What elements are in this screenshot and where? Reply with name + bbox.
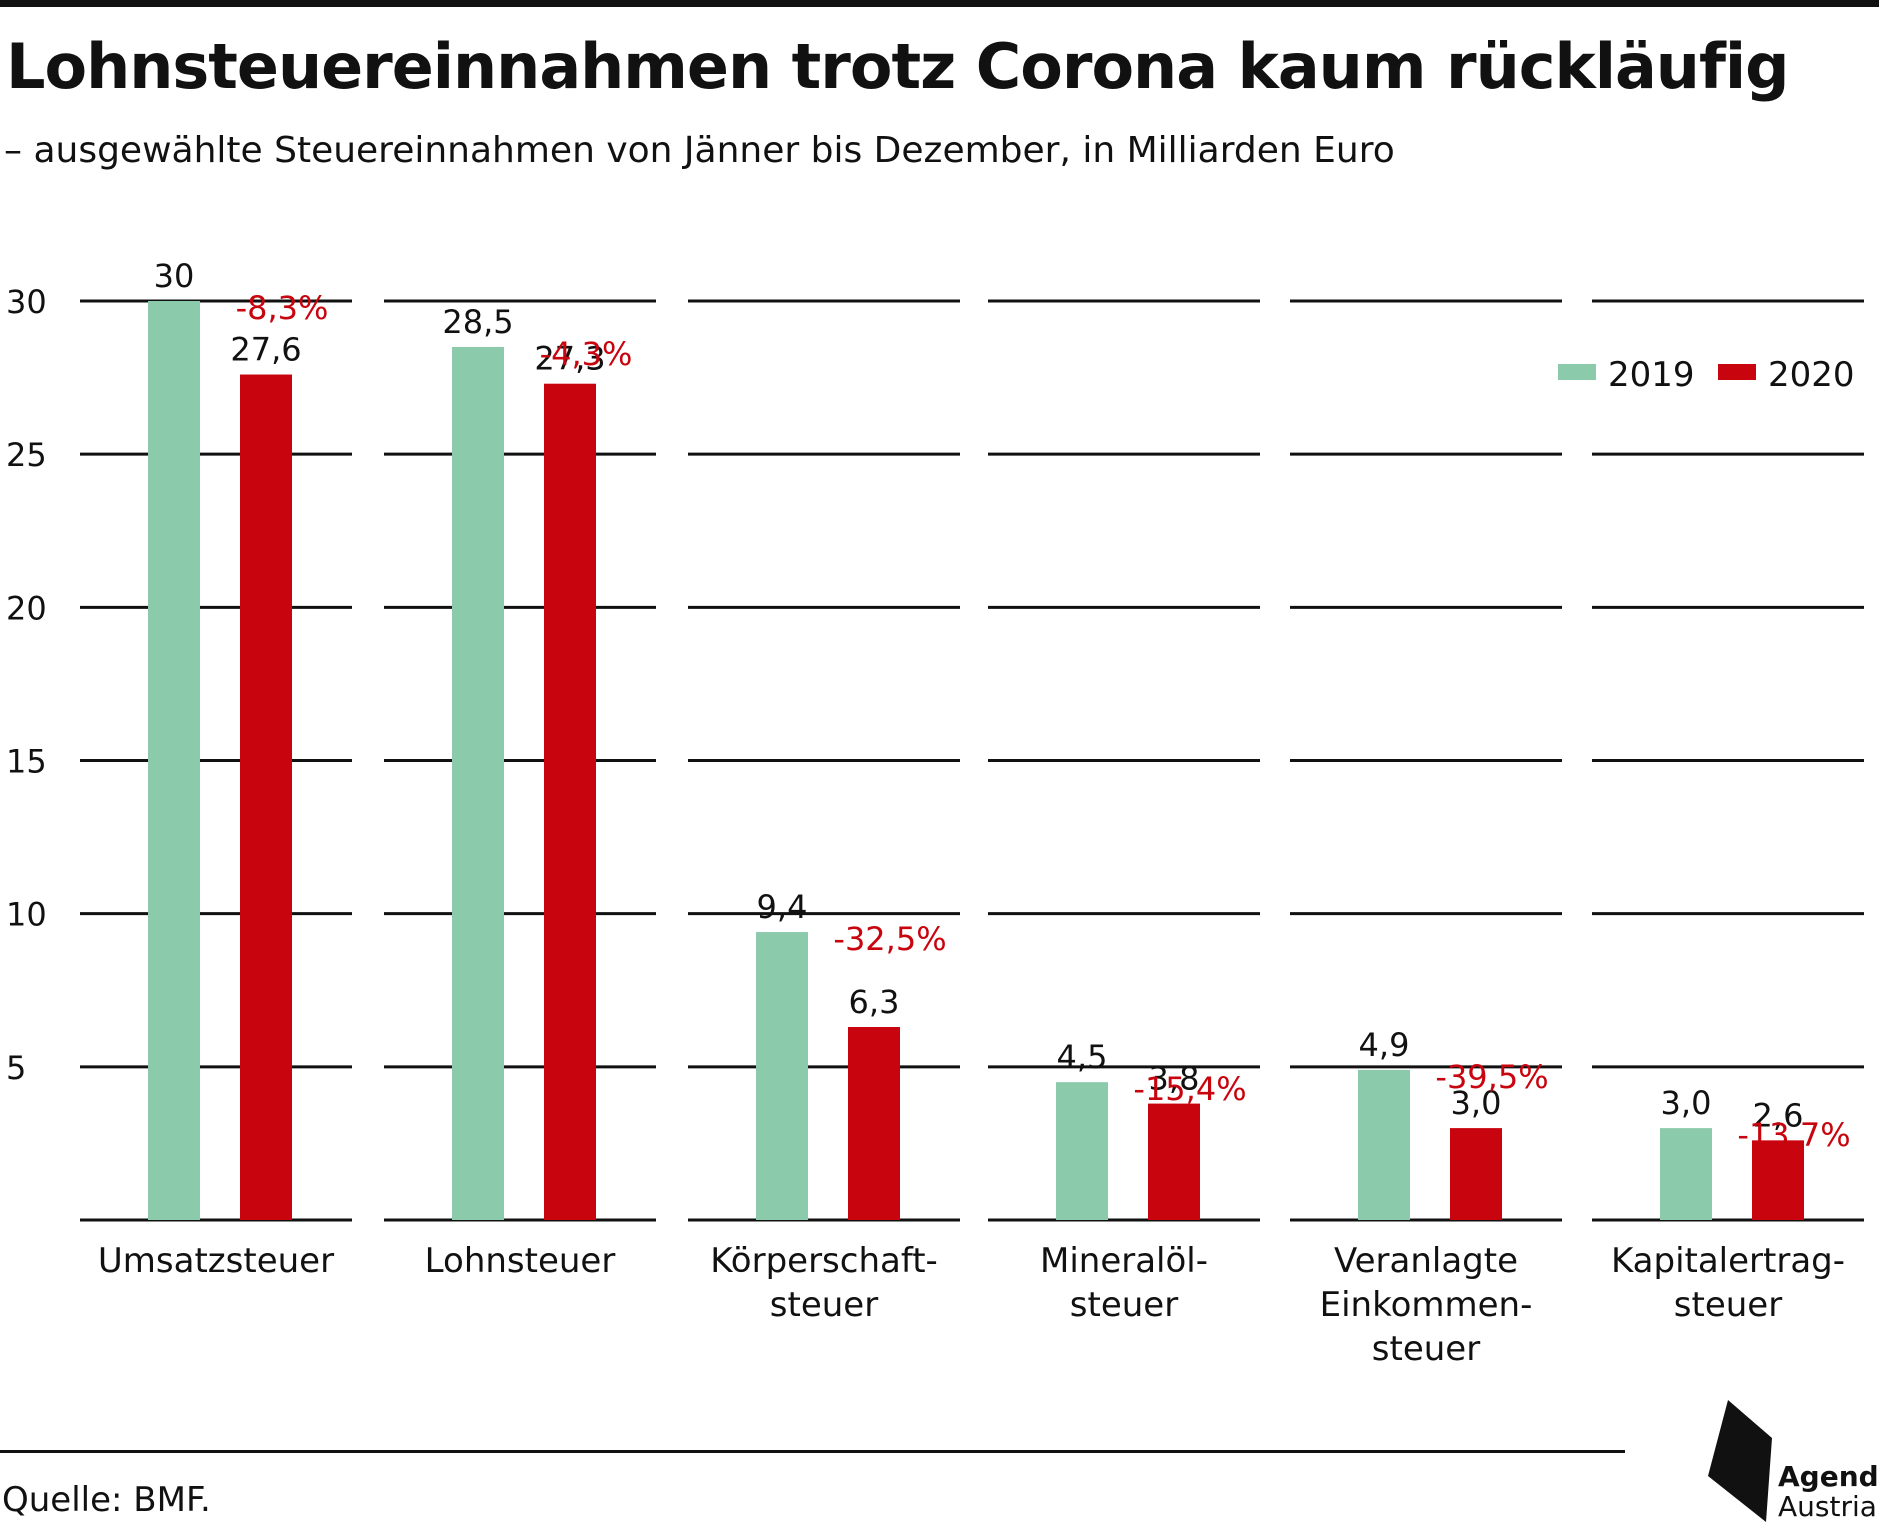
value-label-2019: 30 bbox=[154, 257, 195, 295]
y-tick-label: 25 bbox=[6, 436, 47, 474]
logo-line-1: Agenda bbox=[1778, 1460, 1879, 1493]
category-label: steuer bbox=[770, 1285, 878, 1325]
source-note: Quelle: BMF. bbox=[2, 1480, 211, 1520]
bar-2019-2 bbox=[756, 932, 808, 1220]
category-label: Lohnsteuer bbox=[425, 1241, 616, 1281]
legend-swatch-2019 bbox=[1558, 364, 1596, 380]
category-label: Mineralöl- bbox=[1040, 1241, 1208, 1281]
y-tick-label: 20 bbox=[6, 589, 47, 627]
y-tick-label: 30 bbox=[6, 283, 47, 321]
value-label-2020: 3,8 bbox=[1149, 1060, 1200, 1098]
bar-2019-3 bbox=[1056, 1082, 1108, 1220]
legend-label-2020: 2020 bbox=[1768, 355, 1855, 395]
agenda-austria-logo: Agenda Austria bbox=[1700, 1400, 1879, 1522]
category-label: Kapitalertrag- bbox=[1611, 1241, 1845, 1281]
value-label-2020: 27,6 bbox=[230, 331, 301, 369]
category-label: Einkommen- bbox=[1320, 1285, 1533, 1325]
change-label: -15,4% bbox=[1133, 1070, 1246, 1108]
change-label: -4,3% bbox=[540, 335, 633, 373]
y-tick-label: 5 bbox=[6, 1049, 26, 1087]
value-label-2019: 4,9 bbox=[1359, 1026, 1410, 1064]
bar-2020-3 bbox=[1148, 1103, 1200, 1220]
bar-2019-1 bbox=[452, 346, 504, 1220]
category-label: Umsatzsteuer bbox=[98, 1241, 334, 1281]
top-rule bbox=[0, 0, 1879, 7]
category-label: Körperschaft- bbox=[710, 1241, 938, 1281]
bar-2020-1 bbox=[544, 383, 596, 1220]
bottom-rule bbox=[0, 1450, 1625, 1453]
bar-2019-0 bbox=[148, 301, 200, 1220]
value-label-2020: 2,6 bbox=[1753, 1096, 1804, 1134]
change-label: -8,3% bbox=[236, 289, 329, 327]
y-tick-label: 10 bbox=[6, 896, 47, 934]
value-label-2019: 9,4 bbox=[757, 888, 808, 926]
value-label-2020: 6,3 bbox=[849, 983, 900, 1021]
bar-2020-2 bbox=[848, 1027, 900, 1220]
category-label: Veranlagte bbox=[1334, 1241, 1518, 1281]
logo-line-2: Austria bbox=[1778, 1490, 1877, 1522]
change-label: -32,5% bbox=[833, 920, 946, 958]
bar-2020-4 bbox=[1450, 1128, 1502, 1220]
bar-2019-4 bbox=[1358, 1069, 1410, 1220]
value-label-2019: 28,5 bbox=[442, 303, 513, 341]
value-label-2019: 3,0 bbox=[1661, 1084, 1712, 1122]
value-label-2020: 3,0 bbox=[1451, 1084, 1502, 1122]
category-label: steuer bbox=[1070, 1285, 1178, 1325]
legend-swatch-2020 bbox=[1718, 364, 1756, 380]
bar-2020-5 bbox=[1752, 1140, 1804, 1220]
bar-chart: 5 10 15 20 25 30 30 27,6 -8,3% Umsatzsteuer 28,5 27… bbox=[6, 257, 1864, 1369]
y-tick-label: 15 bbox=[6, 743, 47, 781]
value-label-2019: 4,5 bbox=[1057, 1038, 1108, 1076]
change-label: -13,7% bbox=[1737, 1116, 1850, 1154]
category-label: steuer bbox=[1372, 1329, 1480, 1369]
value-label-2020: 27,3 bbox=[534, 340, 605, 378]
bar-2020-0 bbox=[240, 374, 292, 1220]
page-title: Lohnsteuereinnahmen trotz Corona kaum rü… bbox=[6, 30, 1790, 103]
logo-shape-icon bbox=[1708, 1400, 1772, 1522]
change-label: -39,5% bbox=[1435, 1058, 1548, 1096]
legend-label-2019: 2019 bbox=[1608, 355, 1695, 395]
page-subtitle: – ausgewählte Steuereinnahmen von Jänner… bbox=[4, 130, 1395, 171]
category-label: steuer bbox=[1674, 1285, 1782, 1325]
bar-2019-5 bbox=[1660, 1128, 1712, 1220]
